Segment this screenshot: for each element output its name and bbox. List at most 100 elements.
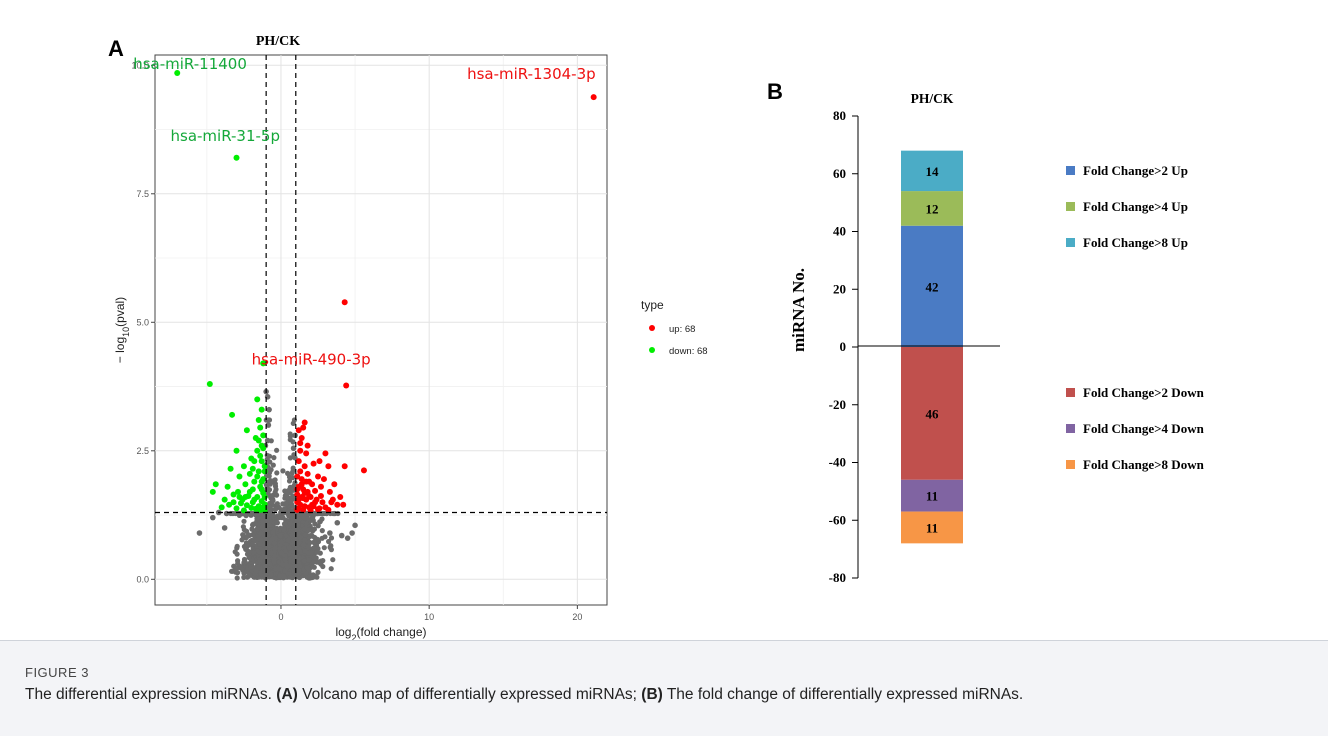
point-not-significant [269, 513, 274, 518]
point-not-significant [349, 530, 355, 536]
point-up [305, 471, 311, 477]
point-not-significant [249, 565, 254, 570]
y-tick-label: 0.0 [136, 574, 149, 584]
figure-caption: The differential expression miRNAs. (A) … [25, 686, 1305, 704]
point-up [325, 463, 331, 469]
point-down [256, 468, 262, 474]
point-down [257, 425, 263, 431]
point-not-significant [327, 530, 333, 536]
bar-value-label: 12 [926, 201, 939, 216]
point-not-significant [303, 532, 308, 537]
point-not-significant [272, 546, 277, 551]
point-not-significant [289, 533, 294, 538]
point-down [254, 396, 260, 402]
y-tick-label: -40 [829, 455, 846, 470]
point-not-significant [296, 517, 301, 522]
point-not-significant [329, 566, 334, 571]
point-up [296, 497, 302, 503]
point-down [251, 479, 257, 485]
point-not-significant [242, 559, 247, 564]
point-not-significant [272, 507, 277, 512]
point-down [234, 448, 240, 454]
stacked-bar-segments: 421214461111 [901, 151, 963, 544]
point-not-significant [235, 575, 240, 580]
point-up [318, 484, 324, 490]
caption-part-a-tag: (A) [276, 686, 298, 703]
point-not-significant [197, 530, 203, 536]
legend-label-down: down: 68 [669, 346, 708, 357]
point-down [260, 445, 266, 451]
point-not-significant [230, 511, 235, 516]
point-down [231, 499, 237, 505]
point-not-significant [274, 470, 279, 475]
point-not-significant [266, 407, 272, 413]
point-not-significant [278, 533, 283, 538]
point-down [213, 481, 219, 487]
point-up [315, 473, 321, 479]
y-axis-label-rest: (pval) [113, 297, 127, 327]
point-not-significant [334, 520, 340, 526]
point-not-significant [267, 454, 272, 459]
point-not-significant [288, 437, 293, 442]
point-up [315, 506, 321, 512]
point-down [242, 494, 248, 500]
point-not-significant [270, 498, 275, 503]
point-up [302, 420, 308, 426]
point-down [254, 448, 260, 454]
point-not-significant [242, 544, 247, 549]
point-not-significant [315, 550, 320, 555]
point-not-significant [280, 468, 285, 473]
point-not-significant [288, 575, 293, 580]
point-up [342, 299, 348, 305]
point-not-significant [284, 501, 289, 506]
x-axis-label-log: log [335, 625, 351, 639]
y-tick-label: 20 [833, 281, 846, 296]
legend-swatch [1066, 424, 1075, 433]
point-not-significant [315, 570, 320, 575]
legend-marker-up [649, 325, 655, 331]
point-up [316, 458, 322, 464]
point-not-significant [326, 539, 331, 544]
legend-label: Fold Change>8 Down [1083, 457, 1205, 472]
point-not-significant [330, 557, 335, 562]
point-not-significant [289, 509, 294, 514]
point-down [229, 412, 235, 418]
caption-part-a-text: Volcano map of differentially expressed … [298, 686, 641, 703]
point-not-significant [282, 557, 287, 562]
panel-b-y-axis-label: miRNA No. [789, 268, 808, 352]
point-up [321, 476, 327, 482]
panel-b-legend: Fold Change>2 UpFold Change>4 UpFold Cha… [1066, 163, 1205, 472]
point-not-significant [301, 542, 306, 547]
point-not-significant [294, 552, 299, 557]
point-up [312, 499, 318, 505]
point-up [303, 450, 309, 456]
point-up [343, 383, 349, 389]
point-annotation: hsa-miR-11400 [133, 55, 247, 73]
point-not-significant [267, 504, 272, 509]
y-tick-label: 0 [840, 339, 847, 354]
point-up [297, 468, 303, 474]
x-axis-label: log2(fold change) [335, 625, 426, 640]
caption-part-b-tag: (B) [641, 686, 663, 703]
panel-b-title: PH/CK [911, 91, 954, 106]
point-up [297, 440, 303, 446]
point-not-significant [320, 564, 325, 569]
legend: type up: 68 down: 68 [641, 298, 708, 357]
legend-swatch [1066, 202, 1075, 211]
point-up [322, 450, 328, 456]
y-tick-label: -60 [829, 512, 846, 527]
point-not-significant [312, 521, 317, 526]
point-down [257, 453, 263, 459]
point-up [337, 494, 343, 500]
point-not-significant [258, 531, 263, 536]
point-not-significant [247, 555, 252, 560]
point-not-significant [310, 534, 315, 539]
point-up [342, 463, 348, 469]
point-not-significant [239, 537, 244, 542]
point-not-significant [280, 562, 285, 567]
point-up [331, 481, 337, 487]
point-not-significant [224, 511, 229, 516]
point-not-significant [312, 527, 317, 532]
point-not-significant [279, 551, 284, 556]
point-not-significant [317, 519, 322, 524]
